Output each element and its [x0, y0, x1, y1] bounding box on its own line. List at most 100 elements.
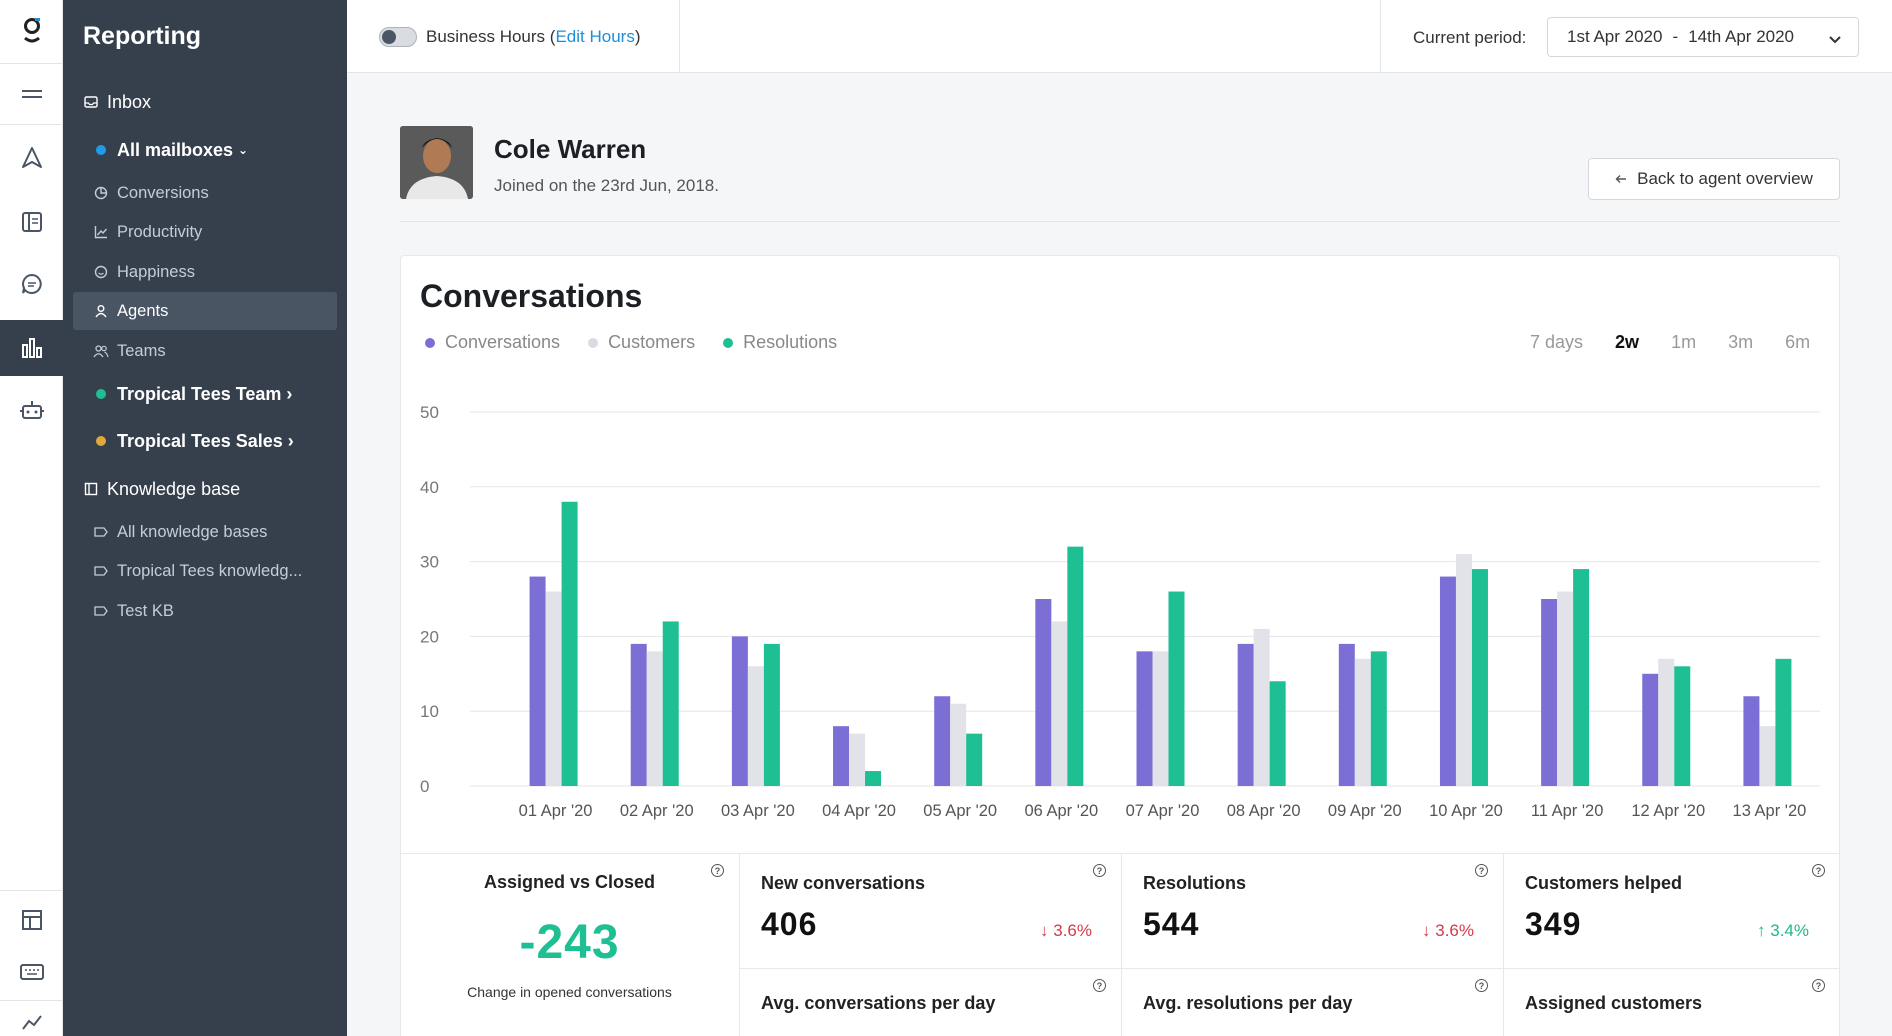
- sidebar-inbox[interactable]: Inbox: [73, 83, 337, 121]
- sidebar-all-mailboxes[interactable]: All mailboxes ⌄: [73, 131, 337, 169]
- chat-icon[interactable]: [0, 258, 63, 310]
- legend-resolutions[interactable]: Resolutions: [723, 332, 837, 353]
- bar-resolutions-10[interactable]: [1573, 569, 1590, 786]
- help-icon[interactable]: ?: [1475, 979, 1488, 992]
- stat-delta: ↑ 3.4%: [1757, 921, 1809, 940]
- bar-resolutions-7[interactable]: [1269, 681, 1286, 786]
- reporting-icon[interactable]: [0, 320, 63, 376]
- sidebar-item-productivity[interactable]: Productivity: [73, 213, 337, 251]
- stat-delta: ↓ 3.6%: [1422, 921, 1474, 940]
- bar-conversations-5[interactable]: [1035, 599, 1052, 786]
- kb-item-label: Tropical Tees knowledg...: [117, 561, 303, 580]
- bar-resolutions-4[interactable]: [966, 733, 983, 786]
- bar-resolutions-5[interactable]: [1067, 546, 1084, 786]
- bar-resolutions-0[interactable]: [561, 501, 578, 786]
- sidebar-team-tropical-tees-team[interactable]: Tropical Tees Team ›: [73, 375, 337, 413]
- period-select[interactable]: 1st Apr 2020 - 14th Apr 2020: [1547, 17, 1859, 57]
- sidebar-item-label: Productivity: [117, 222, 203, 241]
- bar-resolutions-3[interactable]: [865, 771, 882, 786]
- bar-customers-7[interactable]: [1253, 628, 1270, 786]
- chevron-down-icon: [1828, 30, 1842, 50]
- chevron-right-icon: ›: [286, 383, 293, 404]
- x-tick-label: 04 Apr '20: [822, 802, 896, 820]
- bar-resolutions-2[interactable]: [763, 643, 780, 786]
- agent-joined-date: Joined on the 23rd Jun, 2018.: [494, 176, 719, 195]
- bar-customers-1[interactable]: [646, 651, 663, 786]
- stat-label: Avg. conversations per day: [761, 993, 996, 1013]
- bar-customers-9[interactable]: [1455, 554, 1472, 786]
- knowledge-base-icon[interactable]: [0, 196, 63, 248]
- stat-value: 349: [1525, 906, 1582, 942]
- help-icon[interactable]: ?: [1812, 979, 1825, 992]
- bot-icon[interactable]: [0, 384, 63, 436]
- bar-conversations-9[interactable]: [1439, 576, 1456, 786]
- bar-customers-2[interactable]: [747, 666, 764, 786]
- bar-resolutions-12[interactable]: [1775, 658, 1792, 786]
- bar-conversations-11[interactable]: [1642, 673, 1659, 786]
- legend-customers[interactable]: Customers: [588, 332, 695, 353]
- bar-conversations-1[interactable]: [630, 643, 647, 786]
- bar-customers-4[interactable]: [950, 703, 967, 786]
- send-icon[interactable]: [0, 132, 63, 184]
- bar-customers-10[interactable]: [1557, 591, 1574, 786]
- stat-value: 544: [1143, 906, 1200, 942]
- bar-customers-11[interactable]: [1658, 658, 1675, 786]
- x-tick-label: 13 Apr '20: [1733, 802, 1807, 820]
- help-icon[interactable]: ?: [1812, 864, 1825, 877]
- bar-conversations-2[interactable]: [731, 636, 748, 786]
- x-tick-label: 06 Apr '20: [1024, 802, 1098, 820]
- bar-conversations-12[interactable]: [1743, 696, 1760, 786]
- menu-icon[interactable]: [0, 68, 63, 120]
- sidebar-item-teams[interactable]: Teams: [73, 332, 337, 370]
- bar-resolutions-9[interactable]: [1471, 569, 1488, 786]
- bar-resolutions-1[interactable]: [662, 621, 679, 786]
- help-icon[interactable]: ?: [711, 864, 724, 877]
- bar-customers-3[interactable]: [849, 733, 866, 786]
- smile-icon: [89, 265, 113, 279]
- avatar: [400, 126, 473, 199]
- layout-icon[interactable]: [0, 894, 63, 946]
- bar-conversations-8[interactable]: [1338, 643, 1355, 786]
- back-to-overview-button[interactable]: Back to agent overview: [1588, 158, 1840, 200]
- sidebar-kb-all[interactable]: All knowledge bases: [73, 513, 337, 551]
- activity-icon[interactable]: [0, 1010, 63, 1036]
- conversations-bar-chart: 0 10 20 30 40 50 01 Apr '20 02 Apr '20 03 Apr '2…: [420, 403, 1820, 820]
- bar-conversations-7[interactable]: [1237, 643, 1254, 786]
- y-tick-label: 30: [420, 553, 439, 572]
- app-logo-icon[interactable]: [0, 4, 63, 56]
- sidebar-kb-test[interactable]: Test KB: [73, 592, 337, 630]
- help-icon[interactable]: ?: [1475, 864, 1488, 877]
- range-6m[interactable]: 6m: [1785, 332, 1811, 352]
- edit-hours-link[interactable]: Edit Hours: [555, 27, 635, 46]
- range-3m[interactable]: 3m: [1728, 332, 1754, 352]
- help-icon[interactable]: ?: [1093, 864, 1106, 877]
- bar-customers-6[interactable]: [1152, 651, 1169, 786]
- sidebar-item-conversions[interactable]: Conversions: [73, 174, 337, 212]
- bar-conversations-4[interactable]: [934, 696, 951, 786]
- legend-conversations[interactable]: Conversations: [425, 332, 560, 353]
- keyboard-icon[interactable]: [0, 946, 63, 998]
- bar-conversations-0[interactable]: [529, 576, 546, 786]
- range-2w[interactable]: 2w: [1615, 332, 1640, 352]
- bar-resolutions-8[interactable]: [1370, 651, 1387, 786]
- business-hours-toggle[interactable]: [379, 27, 417, 47]
- help-icon[interactable]: ?: [1093, 979, 1106, 992]
- bar-resolutions-11[interactable]: [1674, 666, 1691, 786]
- bar-customers-12[interactable]: [1759, 726, 1776, 786]
- range-7-days[interactable]: 7 days: [1530, 332, 1584, 352]
- bar-conversations-3[interactable]: [833, 726, 850, 786]
- bar-customers-8[interactable]: [1354, 658, 1371, 786]
- bar-resolutions-6[interactable]: [1168, 591, 1185, 786]
- sidebar-team-tropical-tees-sales[interactable]: Tropical Tees Sales ›: [73, 422, 337, 460]
- bar-customers-0[interactable]: [545, 591, 562, 786]
- sidebar-item-agents[interactable]: Agents: [73, 292, 337, 330]
- bar-conversations-10[interactable]: [1541, 599, 1558, 786]
- sidebar-knowledge-base[interactable]: Knowledge base: [73, 470, 337, 508]
- bar-customers-5[interactable]: [1051, 621, 1068, 786]
- sidebar-kb-tropical[interactable]: Tropical Tees knowledg...: [73, 552, 337, 590]
- legend-label: Customers: [608, 332, 696, 352]
- range-1m[interactable]: 1m: [1671, 332, 1697, 352]
- period-end: 14th Apr 2020: [1688, 27, 1795, 46]
- sidebar-item-happiness[interactable]: Happiness: [73, 253, 337, 291]
- bar-conversations-6[interactable]: [1136, 651, 1153, 786]
